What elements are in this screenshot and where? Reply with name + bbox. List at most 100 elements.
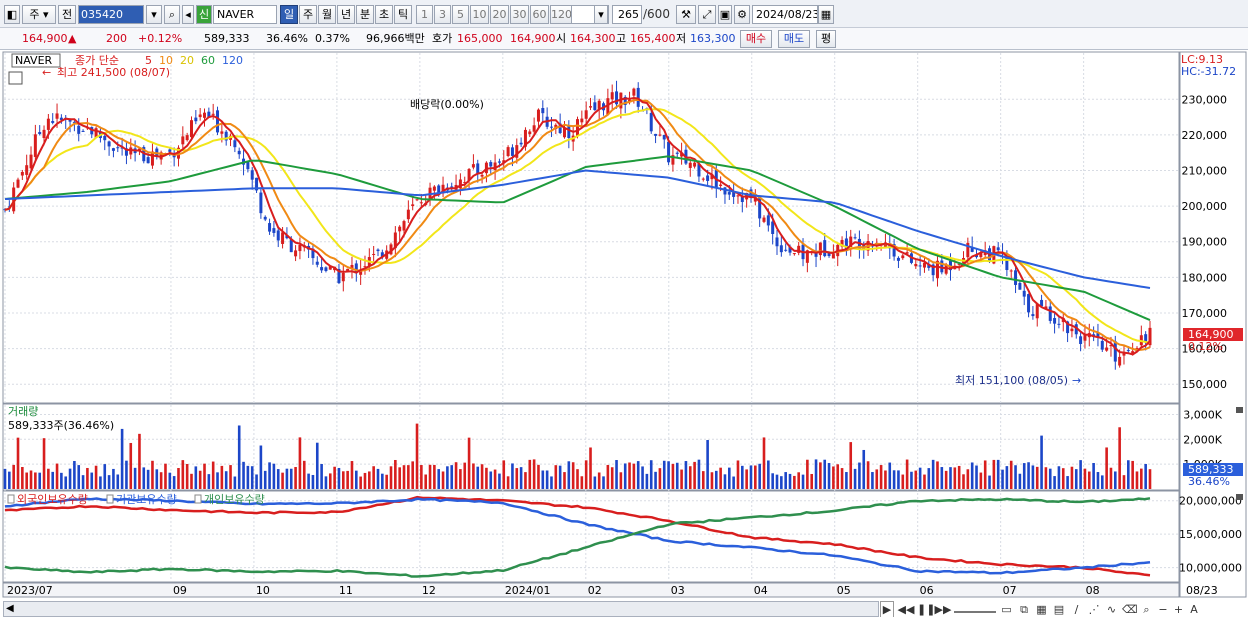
draw-line-icon[interactable]: ∕ bbox=[1074, 603, 1079, 616]
pause-icon[interactable]: ❚❚ bbox=[917, 603, 936, 616]
volume-bar bbox=[259, 445, 263, 489]
volume-bar bbox=[407, 465, 410, 489]
candle-body bbox=[155, 148, 159, 156]
chart-area[interactable]: 230,000 220,000 210,000 200,000 190,000 180,0… bbox=[0, 51, 1248, 621]
interval-tab[interactable]: 1 bbox=[416, 5, 433, 24]
wave-icon[interactable]: ∿ bbox=[1106, 603, 1117, 616]
eval-button[interactable]: 평 bbox=[816, 30, 836, 48]
buy-button[interactable]: 매수 bbox=[740, 30, 772, 48]
candle-body bbox=[1100, 340, 1104, 350]
candle-body bbox=[250, 170, 254, 180]
date-input[interactable]: 2024/08/23 bbox=[752, 5, 818, 24]
period-tab[interactable]: 초 bbox=[375, 5, 393, 24]
scrollbar[interactable]: ◀ bbox=[3, 601, 879, 617]
calendar-icon[interactable]: ▦ bbox=[818, 5, 834, 24]
period-tab[interactable]: 주 bbox=[299, 5, 317, 24]
period-tab[interactable]: 분 bbox=[356, 5, 374, 24]
price-tag-bg bbox=[1183, 328, 1243, 341]
candle-body bbox=[549, 126, 553, 128]
candle-body bbox=[723, 187, 727, 195]
x-axis-label: 2023/07 bbox=[7, 584, 53, 597]
grid-icon[interactable]: ▦ bbox=[1036, 603, 1047, 616]
holding-pane-close-icon[interactable] bbox=[1236, 494, 1243, 500]
scroll-right-icon[interactable]: ▶ bbox=[880, 601, 894, 617]
holding-pane[interactable] bbox=[2, 490, 1180, 583]
prev-button[interactable]: 전 bbox=[58, 5, 76, 24]
erase-icon[interactable]: ⌫ bbox=[1122, 603, 1138, 616]
menu-icon[interactable]: ◧ bbox=[4, 5, 20, 24]
table-icon[interactable] bbox=[8, 71, 23, 85]
candle-body bbox=[979, 252, 983, 258]
table-view-icon[interactable]: ▤ bbox=[1053, 603, 1065, 616]
new-badge[interactable]: 신 bbox=[196, 5, 212, 24]
volume-bar bbox=[762, 437, 766, 489]
period-tab[interactable]: 년 bbox=[337, 5, 355, 24]
interval-tab[interactable]: 60 bbox=[530, 5, 549, 24]
search-icon[interactable]: ⌕ bbox=[164, 5, 180, 24]
layout-icon[interactable]: ▭ bbox=[1001, 603, 1012, 616]
count-input[interactable]: 265 bbox=[612, 5, 642, 24]
legend-swatch bbox=[106, 494, 114, 504]
volume-bar bbox=[567, 461, 571, 489]
volume-bar bbox=[745, 469, 748, 489]
chevron-down-icon[interactable]: ▾ bbox=[594, 5, 608, 24]
copy-icon[interactable]: ⧉ bbox=[1020, 603, 1028, 616]
stock-name-field[interactable]: NAVER bbox=[213, 5, 277, 24]
interval-tab[interactable]: 30 bbox=[510, 5, 529, 24]
volume-bar bbox=[654, 471, 657, 489]
market-select[interactable]: 주 ▾ bbox=[22, 5, 56, 24]
zoom-icon[interactable]: ⌕ bbox=[1143, 603, 1150, 616]
chart-tool-icon[interactable]: ⚒ bbox=[676, 5, 696, 24]
volume-bar bbox=[901, 474, 905, 489]
volume-bar bbox=[641, 466, 644, 489]
volume-bar bbox=[1144, 463, 1147, 489]
volume-bars bbox=[3, 423, 1152, 489]
price-y-label: 170,000 bbox=[1182, 307, 1228, 320]
volume-bar bbox=[311, 474, 315, 489]
volume-bar bbox=[714, 470, 718, 489]
volume-bar bbox=[1040, 435, 1043, 489]
scroll-left-icon[interactable]: ◀ bbox=[6, 603, 14, 614]
dropdown-chevron-icon[interactable]: ▾ bbox=[146, 5, 162, 24]
period-tab[interactable]: 일 bbox=[280, 5, 298, 24]
price-pane[interactable] bbox=[2, 51, 1180, 404]
stock-code-input[interactable]: 035420 bbox=[78, 5, 144, 24]
price-y-label: 220,000 bbox=[1182, 129, 1228, 142]
gear-icon[interactable]: ⚙ bbox=[734, 5, 750, 24]
period-tab[interactable]: 월 bbox=[318, 5, 336, 24]
save-icon[interactable]: ▣ bbox=[718, 5, 732, 24]
sell-button[interactable]: 매도 bbox=[778, 30, 810, 48]
volume-bar bbox=[1135, 471, 1139, 489]
period-tab[interactable]: 틱 bbox=[394, 5, 412, 24]
forward-icon[interactable]: ▶▶ bbox=[934, 603, 952, 616]
volume-bar bbox=[125, 460, 128, 489]
volume-pane-close-icon[interactable] bbox=[1236, 407, 1243, 413]
zoom-slider[interactable] bbox=[954, 607, 996, 613]
interval-tab[interactable]: 120 bbox=[550, 5, 572, 24]
holding-line bbox=[4, 497, 1151, 578]
trend-icon[interactable]: ⋰ bbox=[1088, 603, 1100, 616]
volume-bar bbox=[593, 476, 597, 489]
candle-body bbox=[688, 162, 692, 168]
rewind-icon[interactable]: ◀◀ bbox=[897, 603, 915, 616]
volume-bar bbox=[476, 466, 480, 489]
candle-body bbox=[840, 239, 844, 247]
candle-body bbox=[1022, 290, 1026, 297]
candle-body bbox=[233, 140, 237, 148]
stock-chart[interactable]: 230,000 220,000 210,000 200,000 190,000 180,0… bbox=[0, 51, 1248, 621]
interval-tab[interactable]: 5 bbox=[452, 5, 469, 24]
interval-tab[interactable]: 20 bbox=[490, 5, 509, 24]
interval-tab[interactable]: 3 bbox=[434, 5, 451, 24]
minus-icon[interactable]: − bbox=[1158, 603, 1168, 616]
sound-icon[interactable]: ◂ bbox=[182, 5, 194, 24]
candle-body bbox=[558, 123, 562, 134]
plus-icon[interactable]: + bbox=[1173, 603, 1184, 616]
volume-bar bbox=[155, 469, 159, 489]
font-size-icon[interactable]: A bbox=[1190, 603, 1198, 616]
interval-tab[interactable]: 10 bbox=[470, 5, 489, 24]
ma-legend: 5 10 20 60 120 bbox=[145, 54, 243, 67]
volume-bar bbox=[498, 473, 501, 489]
crosshair-icon[interactable]: ⤢ bbox=[698, 5, 716, 24]
candle-body bbox=[1113, 341, 1117, 362]
candle-body bbox=[771, 221, 775, 234]
